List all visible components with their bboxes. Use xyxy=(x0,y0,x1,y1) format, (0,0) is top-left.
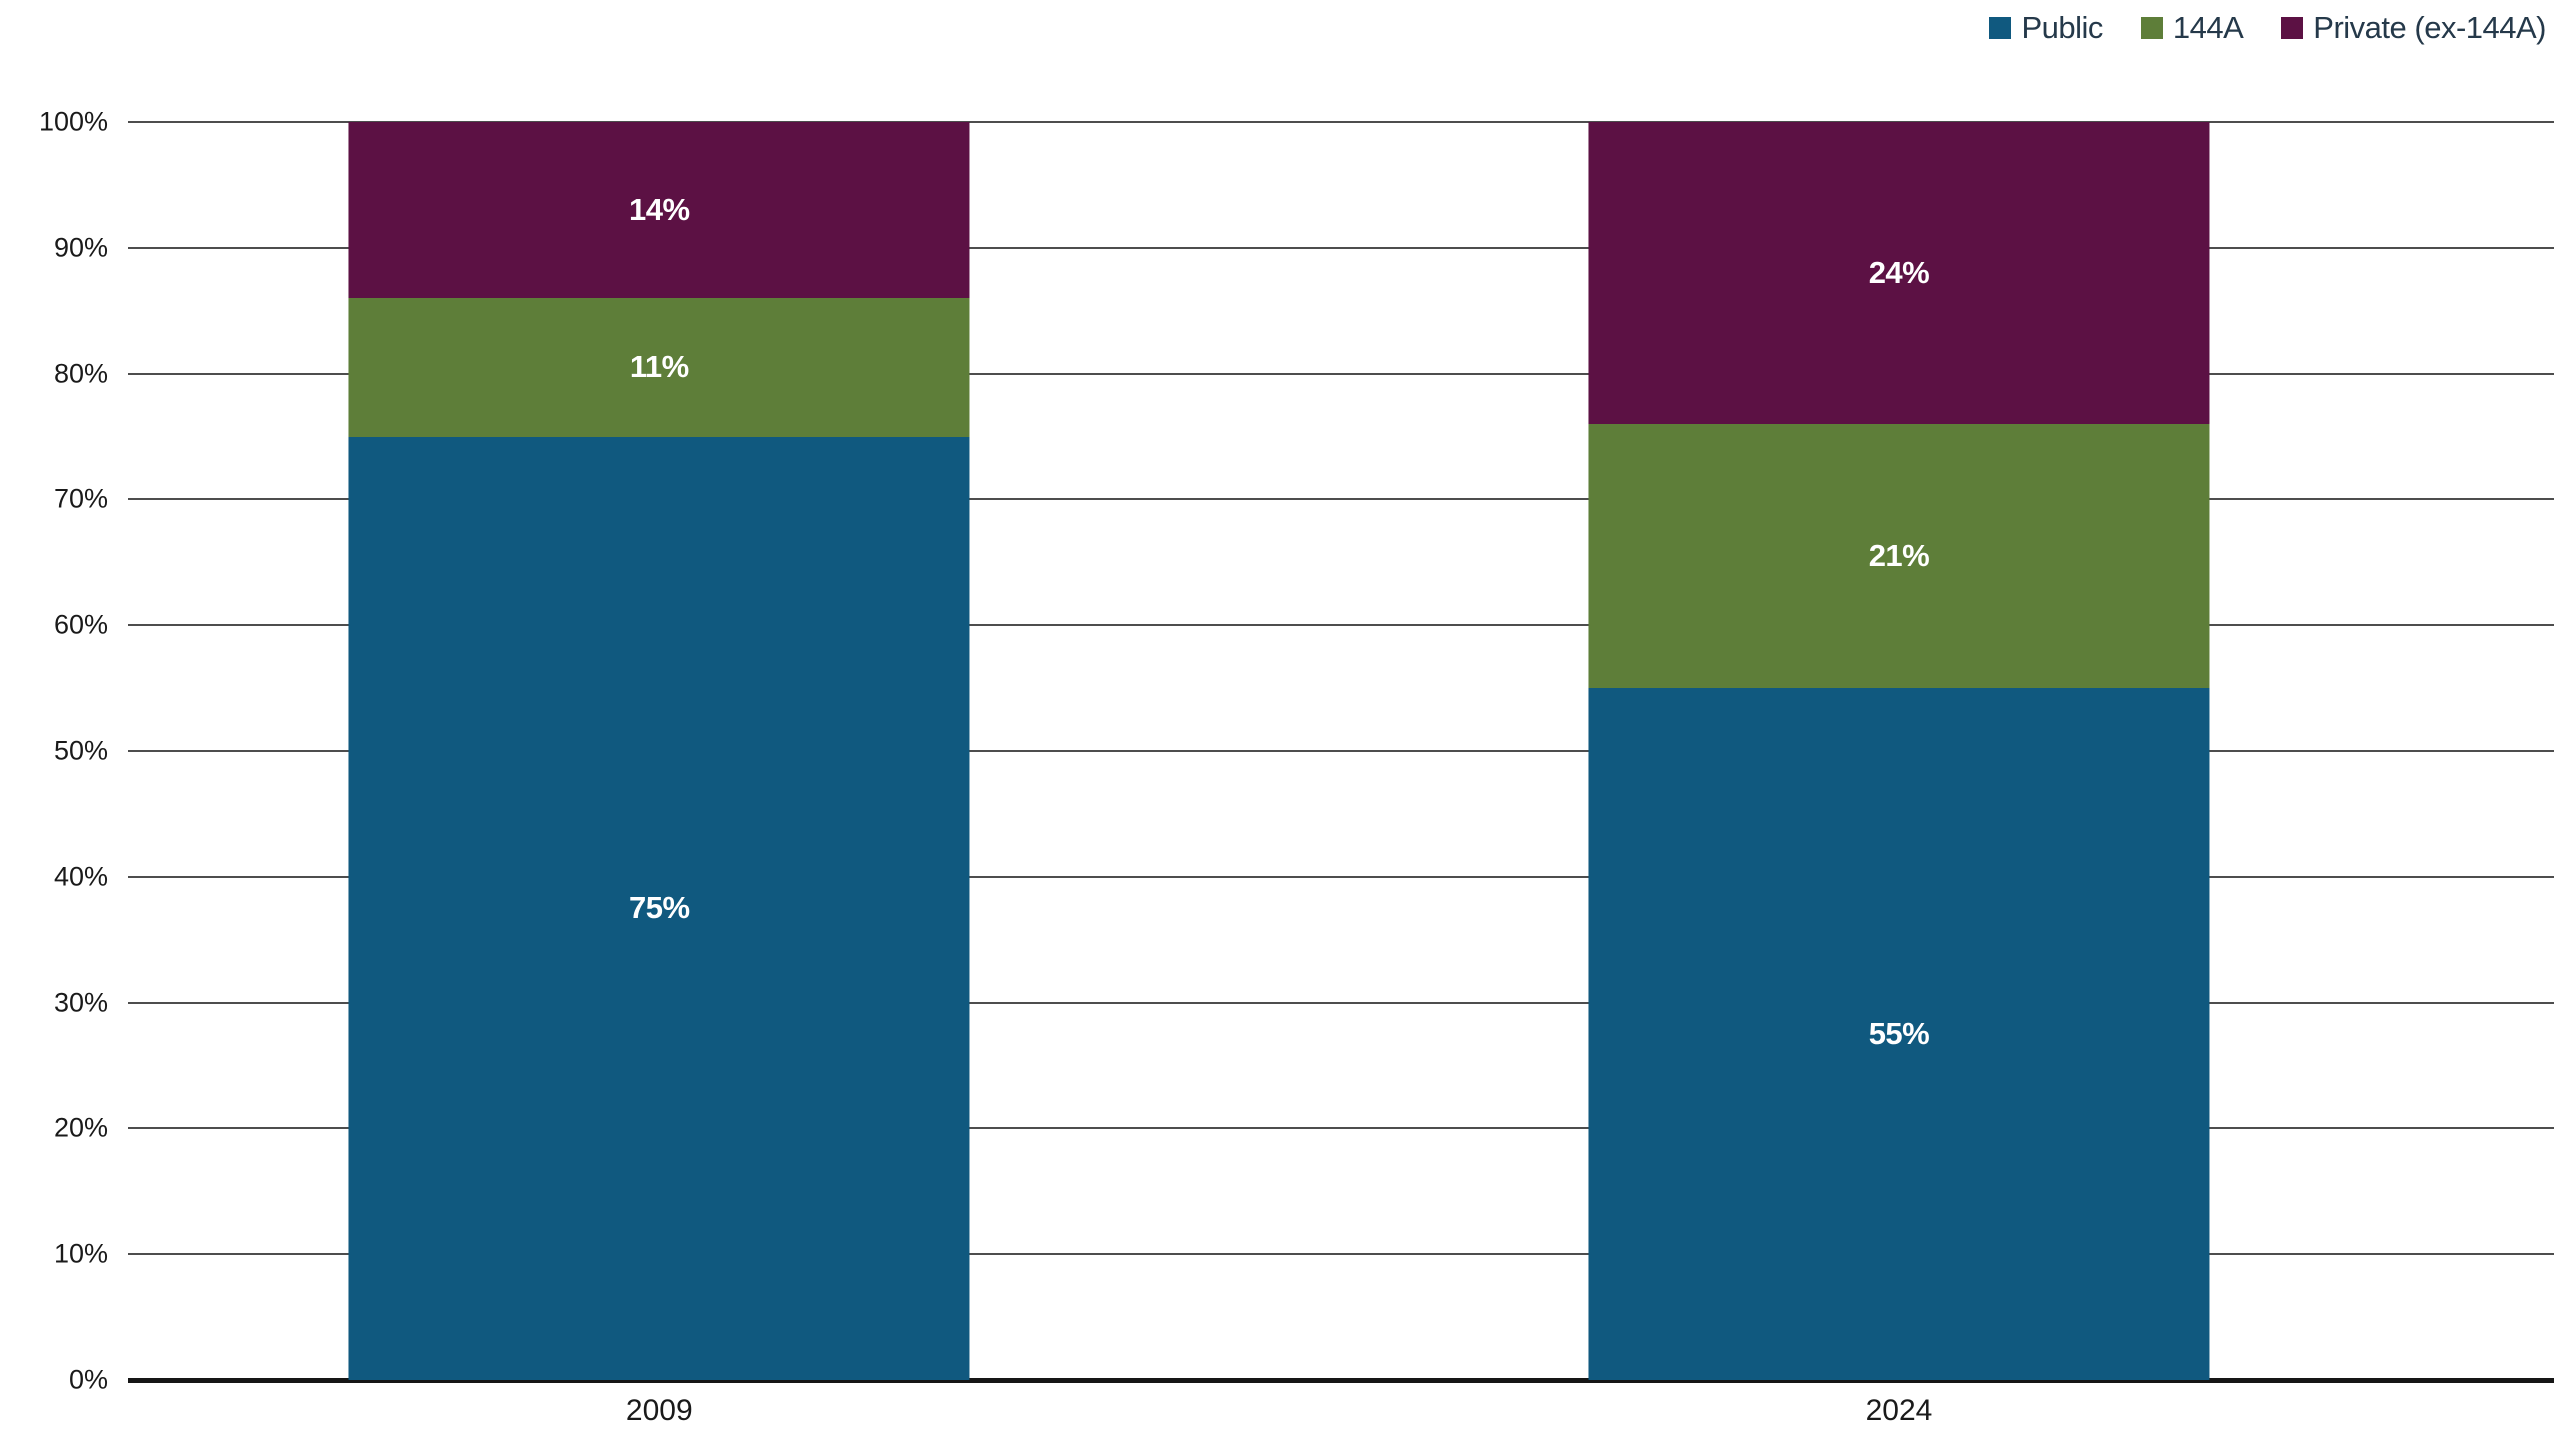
legend-swatch-icon xyxy=(2281,17,2304,39)
gridline xyxy=(128,1127,2554,1130)
gridline xyxy=(128,1253,2554,1256)
x-axis-baseline xyxy=(128,1378,2554,1383)
y-tick-label: 100% xyxy=(38,106,108,137)
segment-value-label: 21% xyxy=(1868,538,1930,574)
y-tick-label: 10% xyxy=(53,1238,108,1269)
gridline xyxy=(128,624,2554,627)
x-axis-label-2024: 2024 xyxy=(1865,1394,1933,1427)
y-axis: 0% 10% 20% 30% 40% 50% 60% 70% 80% 90% 100% xyxy=(0,107,118,1395)
gridline xyxy=(128,1001,2554,1004)
y-tick-label: 0% xyxy=(68,1364,108,1395)
y-tick-label: 90% xyxy=(53,232,108,263)
legend-item-144a: 144A xyxy=(2140,10,2244,46)
bar-segment-144a: 11% xyxy=(348,298,970,437)
segment-value-label: 11% xyxy=(629,349,689,385)
legend-label: 144A xyxy=(2172,10,2244,45)
legend-label: Public xyxy=(2021,10,2103,45)
y-tick-label: 70% xyxy=(53,483,108,514)
y-tick-label: 80% xyxy=(53,358,108,389)
bar-segment-private-ex-144a-: 24% xyxy=(1588,122,2210,424)
bar-segment-144a: 21% xyxy=(1588,423,2210,689)
bar-segment-private-ex-144a-: 14% xyxy=(348,122,970,299)
bar-segment-public: 75% xyxy=(348,436,970,1380)
segment-value-label: 14% xyxy=(629,192,690,228)
bar-2024: 55% 21% 24% xyxy=(1588,122,2210,1380)
gridline xyxy=(128,372,2554,375)
bar-segment-public: 55% xyxy=(1588,688,2210,1380)
y-tick-label: 20% xyxy=(53,1112,108,1143)
y-tick-label: 30% xyxy=(53,987,108,1018)
legend-item-private-ex-144a-: Private (ex-144A) xyxy=(2281,10,2546,46)
legend: Public 144A Private (ex-144A) xyxy=(1989,10,2546,46)
y-tick-label: 40% xyxy=(53,861,108,892)
legend-item-public: Public xyxy=(1989,10,2103,46)
y-tick-label: 50% xyxy=(53,735,108,766)
segment-value-label: 75% xyxy=(629,890,690,926)
gridline xyxy=(128,121,2554,123)
gridline xyxy=(128,875,2554,878)
y-tick-label: 60% xyxy=(53,609,108,640)
gridline xyxy=(128,246,2554,249)
segment-value-label: 55% xyxy=(1868,1016,1930,1052)
gridline xyxy=(128,498,2554,501)
gridline xyxy=(128,750,2554,752)
legend-swatch-icon xyxy=(1989,17,2012,39)
plot-area: 2009 75% 11% 14% 2024 55% 21% 24% xyxy=(128,121,2554,1427)
bar-2009: 75% 11% 14% xyxy=(348,122,970,1380)
segment-value-label: 24% xyxy=(1868,254,1930,290)
legend-swatch-icon xyxy=(2140,17,2163,39)
x-axis-label-2009: 2009 xyxy=(625,1394,693,1427)
legend-label: Private (ex-144A) xyxy=(2313,10,2546,45)
